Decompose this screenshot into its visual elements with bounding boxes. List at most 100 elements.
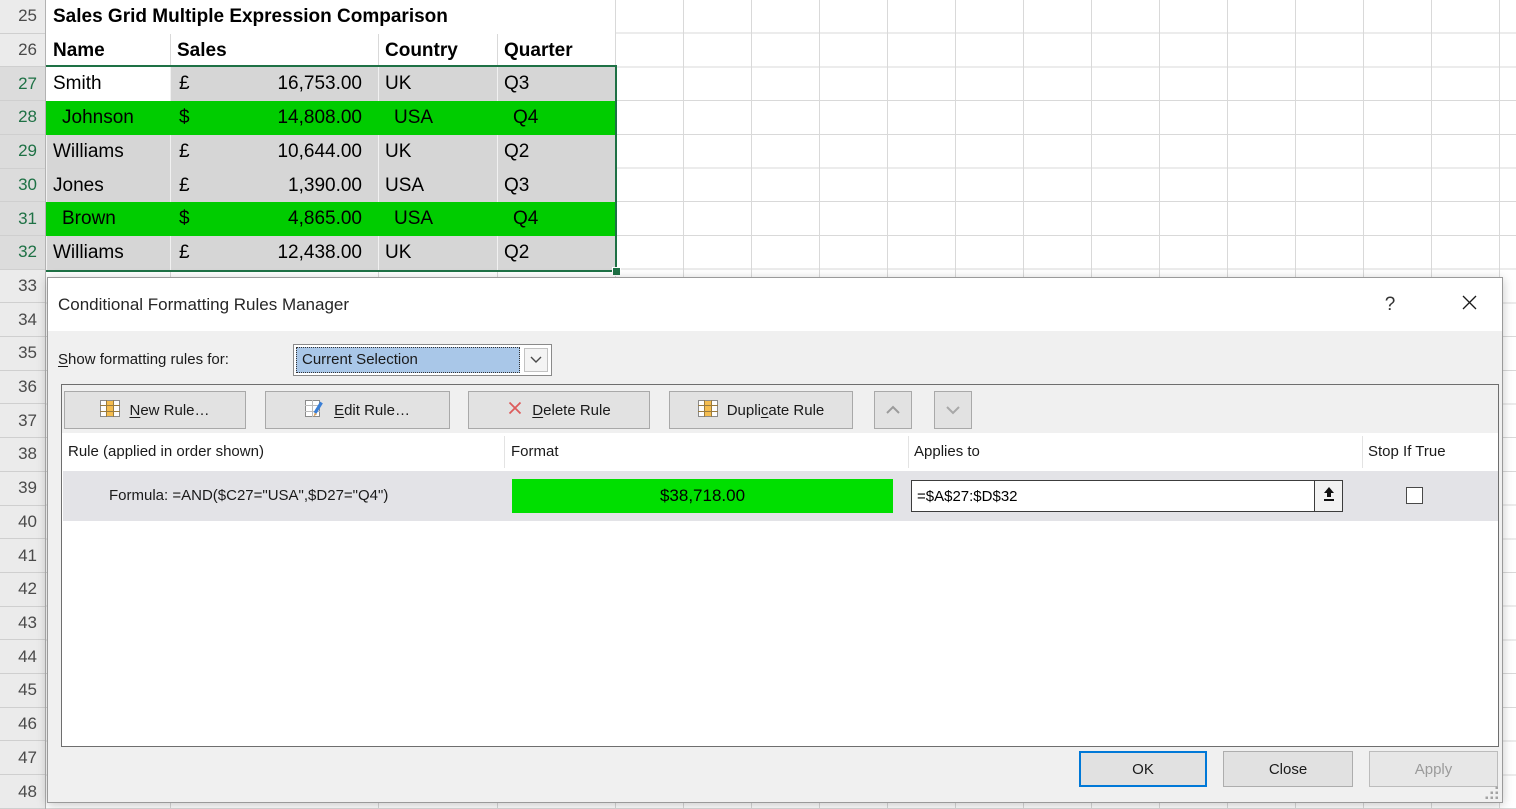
cell-sales-32[interactable]: £12,438.00	[170, 235, 378, 270]
row-header-44[interactable]: 44	[0, 640, 45, 675]
row-header-37[interactable]: 37	[0, 404, 45, 439]
cell-name-27[interactable]: Smith	[46, 67, 170, 102]
row-header-48[interactable]: 48	[0, 775, 45, 809]
cell-quarter-27[interactable]: Q3	[497, 67, 615, 102]
duplicate-rule-label: Duplicate Rule	[726, 401, 825, 419]
cell-quarter-28[interactable]: Q4	[497, 101, 615, 135]
column-header-quarter[interactable]: Quarter	[504, 39, 573, 61]
collapse-dialog-range-picker-button[interactable]	[1314, 480, 1343, 512]
row-header-47[interactable]: 47	[0, 741, 45, 776]
header-divider	[1362, 436, 1363, 468]
column-header-sales[interactable]: Sales	[177, 39, 227, 61]
row-header-27[interactable]: 27	[0, 67, 45, 102]
stop-if-true-checkbox[interactable]	[1406, 487, 1423, 504]
row-header-25[interactable]: 25	[0, 0, 45, 34]
cell-name-30[interactable]: Jones	[46, 168, 170, 203]
header-divider	[504, 436, 505, 468]
cell-quarter-32[interactable]: Q2	[497, 235, 615, 270]
row-header-41[interactable]: 41	[0, 539, 45, 573]
currency-symbol: £	[179, 174, 190, 196]
edit-pencil-icon	[305, 399, 325, 421]
row-header-40[interactable]: 40	[0, 506, 45, 540]
close-button[interactable]	[1452, 278, 1486, 331]
row-header-28[interactable]: 28	[0, 101, 45, 135]
table-icon	[100, 399, 121, 421]
cell-name-31[interactable]: Brown	[46, 202, 170, 236]
chevron-down-icon[interactable]	[524, 348, 548, 372]
cell-name-28[interactable]: Johnson	[46, 101, 170, 135]
dialog-title-bar[interactable]: Conditional Formatting Rules Manager ?	[48, 278, 1502, 331]
cell-country-29[interactable]: UK	[378, 134, 497, 169]
row-header-36[interactable]: 36	[0, 371, 45, 405]
sheet-row-27: Smith £16,753.00 UK Q3	[46, 67, 615, 102]
show-rules-selected-value: Current Selection	[296, 347, 520, 373]
edit-rule-button[interactable]: Edit Rule…	[265, 391, 450, 429]
currency-symbol: £	[179, 241, 190, 263]
currency-symbol: $	[179, 107, 190, 129]
cell-sales-29[interactable]: £10,644.00	[170, 134, 378, 169]
sales-amount: 16,753.00	[277, 73, 362, 95]
cell-quarter-29[interactable]: Q2	[497, 134, 615, 169]
cell-sales-31[interactable]: $4,865.00	[170, 202, 378, 236]
sheet-row-28: Johnson $14,808.00 USA Q4	[46, 101, 615, 135]
show-rules-dropdown[interactable]: Current Selection	[293, 344, 552, 376]
sales-amount: 4,865.00	[288, 208, 362, 230]
row-header-38[interactable]: 38	[0, 438, 45, 472]
applies-to-input[interactable]	[911, 480, 1315, 512]
cell-name-32[interactable]: Williams	[46, 235, 170, 270]
row-header-43[interactable]: 43	[0, 607, 45, 641]
row-header-33[interactable]: 33	[0, 270, 45, 304]
rule-formula-text: Formula: =AND($C27="USA",$D27="Q4")	[109, 487, 389, 504]
header-divider	[908, 436, 909, 468]
row-header-26[interactable]: 26	[0, 34, 45, 68]
rule-list-item[interactable]: Formula: =AND($C27="USA",$D27="Q4") $38,…	[63, 471, 1498, 521]
row-header-30[interactable]: 30	[0, 168, 45, 203]
row-header-29[interactable]: 29	[0, 134, 45, 169]
cell-country-32[interactable]: UK	[378, 235, 497, 270]
row-header-39[interactable]: 39	[0, 472, 45, 506]
row-header-46[interactable]: 46	[0, 708, 45, 742]
sheet-title-cell[interactable]: Sales Grid Multiple Expression Compariso…	[46, 0, 615, 34]
row-header-column: 25 26 27 28 29 30 31 32 33 34 35 36 37 38 39 40 41 42 43 44…	[0, 0, 46, 809]
row-header-35[interactable]: 35	[0, 337, 45, 371]
new-rule-label: New Rule…	[129, 401, 210, 419]
cell-country-28[interactable]: USA	[378, 101, 497, 135]
ok-button[interactable]: OK	[1079, 751, 1207, 787]
cell-country-30[interactable]: USA	[378, 168, 497, 203]
apply-button: Apply	[1369, 751, 1498, 787]
close-icon	[1462, 295, 1477, 314]
resize-grip[interactable]	[1485, 786, 1499, 800]
sheet-row-32: Williams £12,438.00 UK Q2	[46, 235, 615, 270]
close-dialog-button[interactable]: Close	[1223, 751, 1353, 787]
move-rule-down-button[interactable]	[934, 391, 972, 429]
new-rule-button[interactable]: New Rule…	[64, 391, 246, 429]
help-button[interactable]: ?	[1384, 294, 1396, 315]
row-header-32[interactable]: 32	[0, 235, 45, 270]
list-header-applies-to: Applies to	[914, 443, 980, 460]
sales-amount: 10,644.00	[277, 140, 362, 162]
duplicate-rule-button[interactable]: Duplicate Rule	[669, 391, 853, 429]
cell-country-31[interactable]: USA	[378, 202, 497, 236]
move-rule-up-button[interactable]	[874, 391, 912, 429]
list-header-stop-if-true: Stop If True	[1368, 443, 1446, 460]
cell-sales-30[interactable]: £1,390.00	[170, 168, 378, 203]
sheet-data-range: Smith £16,753.00 UK Q3 Johnson $14,808.00 USA Q…	[46, 67, 615, 270]
row-header-45[interactable]: 45	[0, 674, 45, 708]
row-header-31[interactable]: 31	[0, 202, 45, 236]
cell-quarter-30[interactable]: Q3	[497, 168, 615, 203]
row-header-34[interactable]: 34	[0, 303, 45, 338]
cell-name-29[interactable]: Williams	[46, 134, 170, 169]
sheet-row-29: Williams £10,644.00 UK Q2	[46, 134, 615, 169]
table-icon	[697, 399, 718, 421]
sales-amount: 14,808.00	[277, 107, 362, 129]
cell-sales-27[interactable]: £16,753.00	[170, 67, 378, 102]
cell-sales-28[interactable]: $14,808.00	[170, 101, 378, 135]
row-header-42[interactable]: 42	[0, 573, 45, 607]
cell-quarter-31[interactable]: Q4	[497, 202, 615, 236]
list-header-format: Format	[511, 443, 559, 460]
delete-rule-button[interactable]: Delete Rule	[468, 391, 650, 429]
column-header-country[interactable]: Country	[385, 39, 458, 61]
cell-country-27[interactable]: UK	[378, 67, 497, 102]
column-header-name[interactable]: Name	[53, 39, 105, 61]
